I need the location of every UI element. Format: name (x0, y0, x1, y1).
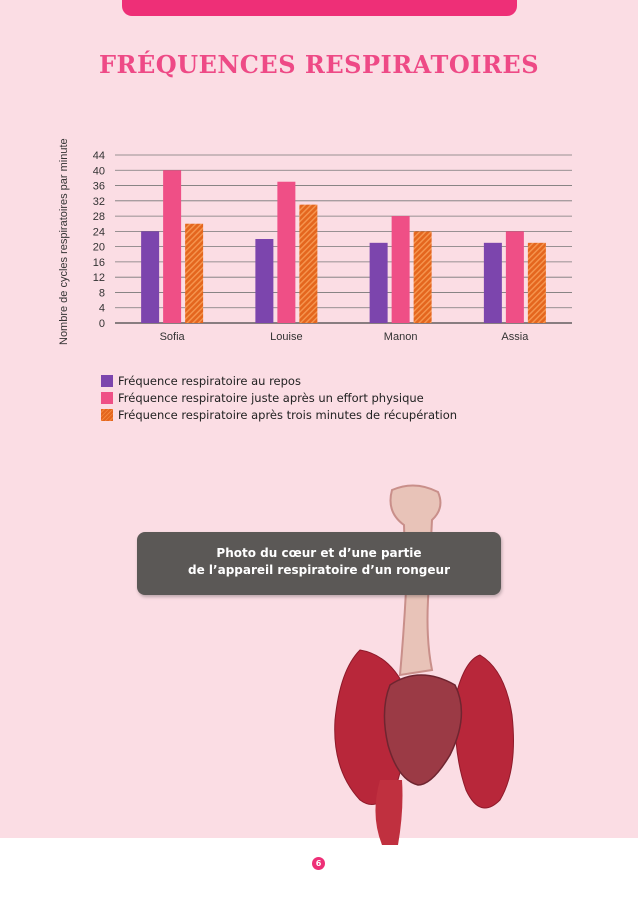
lower-lobe-shape (375, 780, 403, 845)
bar (369, 242, 388, 323)
x-category-label: Assia (501, 331, 529, 343)
photo-caption-line2: de l’appareil respiratoire d’un rongeur (188, 563, 450, 577)
bar (255, 239, 274, 323)
page-number: 6 (312, 857, 325, 870)
y-tick-label: 16 (93, 257, 105, 269)
bar (505, 231, 524, 323)
bar (185, 223, 204, 323)
bar (413, 231, 432, 323)
photo-caption-line1: Photo du cœur et d’une partie (216, 546, 422, 560)
bar (299, 204, 318, 323)
x-category-label: Manon (384, 331, 418, 343)
y-tick-label: 12 (93, 272, 105, 284)
y-tick-label: 4 (99, 303, 105, 315)
bar-chart: 0 4 8 12 16 20 24 28 32 36 40 44 Sofia Louise Manon Ass… (93, 150, 572, 343)
x-category-label: Louise (270, 331, 302, 343)
y-tick-label: 0 (99, 318, 105, 330)
legend-item-effort: Fréquence respiratoire juste après un ef… (101, 390, 457, 406)
chart-title: FRÉQUENCES RESPIRATOIRES (98, 50, 540, 79)
legend-item-recovery: Fréquence respiratoire après trois minut… (101, 407, 457, 423)
legend-swatch-effort (101, 392, 113, 404)
y-tick-label: 32 (93, 196, 105, 208)
bar (141, 231, 160, 323)
chart-legend: Fréquence respiratoire au repos Fréquenc… (101, 373, 457, 424)
right-lung-shape (454, 654, 514, 809)
legend-swatch-recovery (101, 409, 113, 421)
bar (277, 181, 296, 323)
bar (483, 242, 502, 323)
legend-label-rest: Fréquence respiratoire au repos (118, 374, 301, 388)
legend-label-effort: Fréquence respiratoire juste après un ef… (118, 391, 424, 405)
heart-shape (383, 674, 463, 786)
y-tick-label: 8 (99, 287, 105, 299)
bar (163, 170, 182, 323)
y-tick-label: 24 (93, 226, 105, 238)
legend-label-recovery: Fréquence respiratoire après trois minut… (118, 408, 458, 422)
photo-caption: Photo du cœur et d’une partie de l’appar… (137, 532, 501, 595)
y-tick-label: 28 (93, 211, 105, 223)
legend-item-rest: Fréquence respiratoire au repos (101, 373, 457, 389)
y-tick-label: 36 (93, 181, 105, 193)
legend-swatch-rest (101, 375, 113, 387)
bar (527, 242, 546, 323)
x-category-label: Sofia (160, 331, 186, 343)
y-tick-label: 40 (93, 165, 105, 177)
header-tab (122, 0, 517, 16)
y-tick-label: 44 (93, 150, 105, 162)
bar (391, 216, 410, 323)
y-tick-label: 20 (93, 242, 105, 254)
